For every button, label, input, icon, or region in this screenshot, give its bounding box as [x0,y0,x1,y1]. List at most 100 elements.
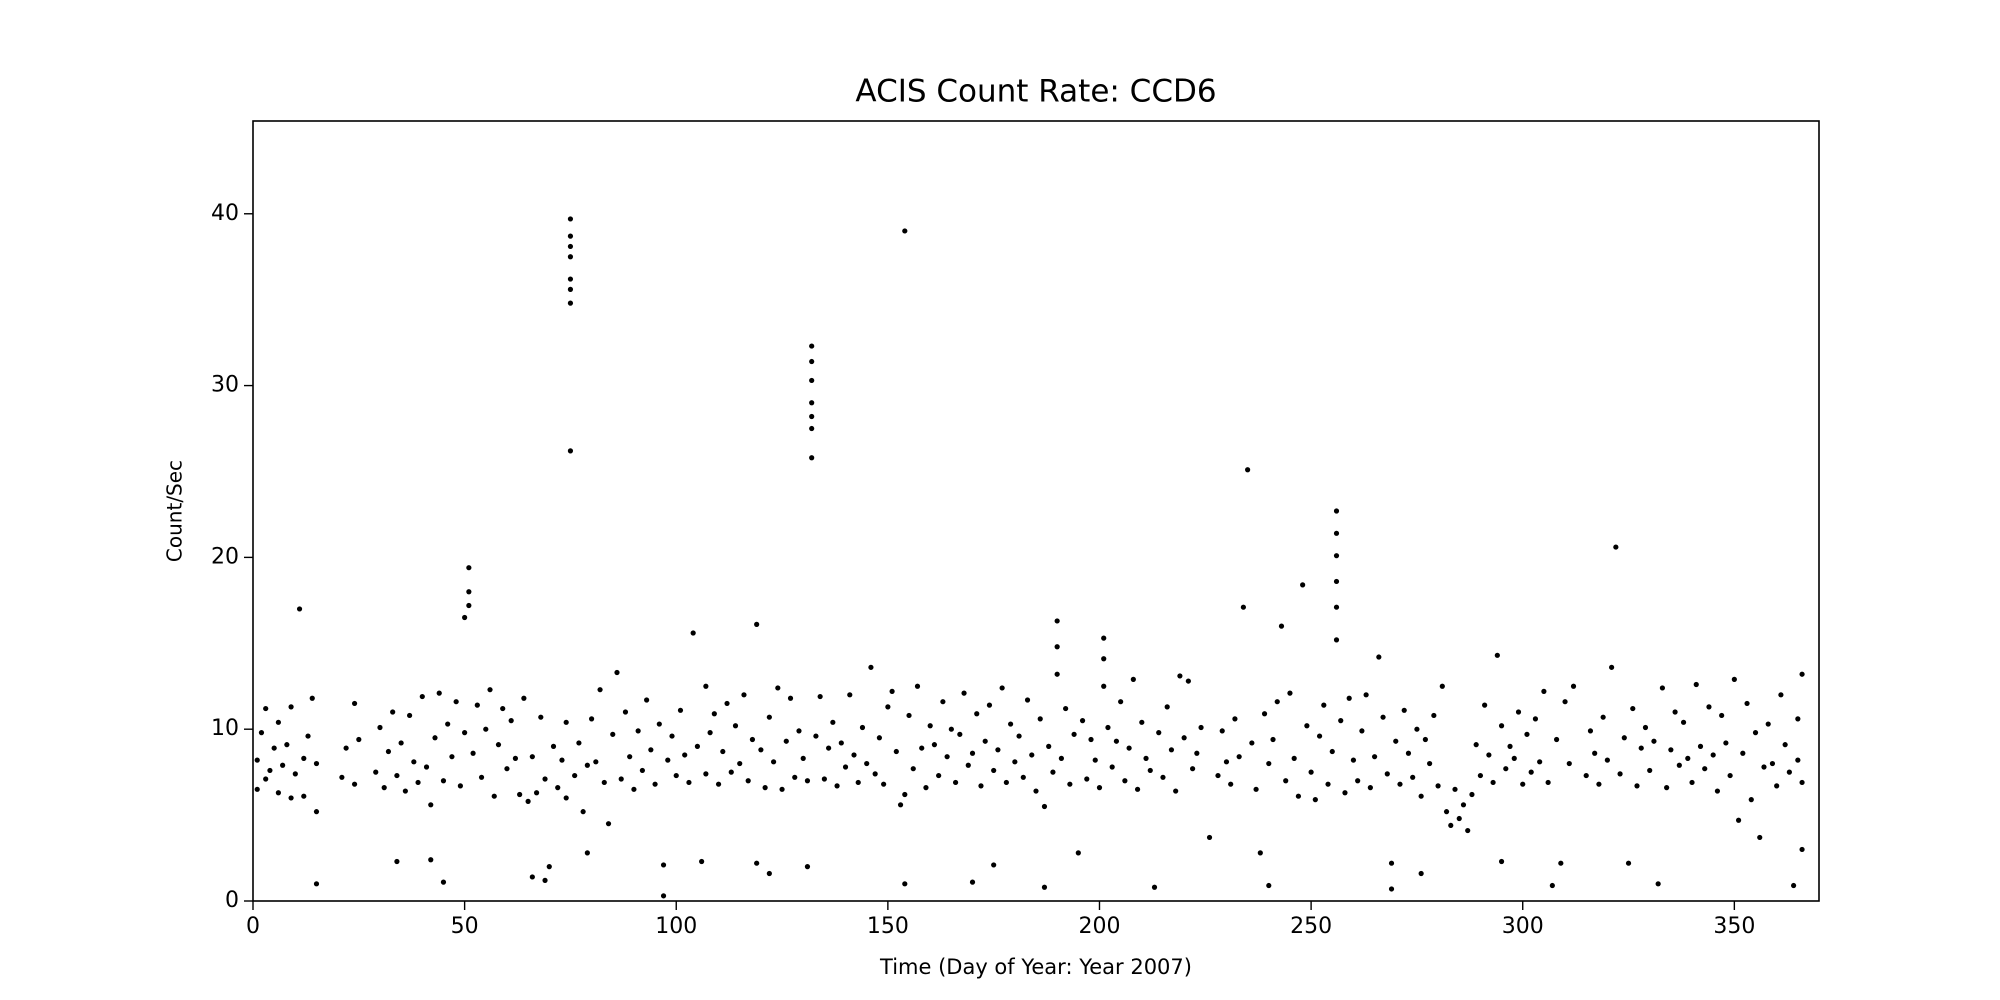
data-point [1545,779,1551,786]
data-point [1757,834,1763,841]
data-point [495,742,502,748]
data-point [635,728,641,734]
data-point [529,754,535,760]
data-point [572,772,578,779]
data-point [398,740,404,746]
data-point [301,755,307,762]
data-point [1587,728,1594,734]
data-point [1553,736,1560,743]
data-point [656,721,662,727]
data-point [1304,723,1310,729]
data-point [1668,747,1674,753]
data-point [313,809,320,815]
data-point [1245,467,1251,473]
data-point [1308,769,1314,775]
data-point [648,747,654,753]
data-point [673,772,679,779]
data-point [1160,774,1166,780]
data-point [436,690,442,696]
data-point [1041,803,1048,810]
data-point [631,786,637,792]
data-point [580,809,586,815]
data-point [402,788,408,794]
data-point [1236,754,1242,760]
data-point [296,606,303,612]
data-point [1329,748,1335,755]
data-point [474,702,480,708]
data-point [567,300,574,306]
data-point [1659,685,1665,691]
data-point [593,759,599,765]
data-point [1291,755,1297,762]
data-point [1105,724,1111,731]
data-point [927,723,933,729]
data-point [1096,785,1103,791]
data-point [284,742,290,748]
data-point [457,783,463,789]
data-point [1046,743,1052,749]
data-point [1363,692,1369,698]
data-point [423,764,430,770]
data-point [440,879,447,885]
data-point [373,769,379,775]
data-point [665,757,671,763]
data-point [720,748,726,755]
data-point [445,721,451,727]
data-point [1744,700,1750,707]
data-point [1448,822,1454,829]
data-point [1312,797,1318,803]
data-point [1033,788,1039,794]
data-point [724,700,730,707]
data-point [466,589,472,595]
data-point [267,767,273,774]
plot-points [254,216,1805,899]
data-point [982,738,988,744]
data-point [1647,767,1653,774]
data-point [1367,785,1373,791]
data-point [1113,738,1120,744]
data-point [1261,711,1268,717]
data-point [703,771,709,777]
data-point [902,791,908,798]
data-point [1769,760,1776,767]
data-point [864,760,870,767]
data-point [1397,781,1403,787]
data-point [1185,678,1191,684]
data-point [1300,582,1306,588]
data-point [1693,681,1699,688]
data-point [1549,882,1555,889]
data-point [1020,774,1026,780]
data-point [1393,738,1399,744]
data-point [1075,850,1081,856]
data-point [275,790,281,796]
data-point [563,719,569,725]
data-point [1054,618,1060,624]
data-point [1435,783,1441,789]
data-point [453,699,459,705]
data-point [991,862,997,868]
data-point [263,705,269,712]
data-point [605,821,612,827]
y-axis-label: Count/Sec [163,460,187,562]
data-point [1384,771,1390,777]
data-point [1799,779,1805,786]
data-point [1388,860,1395,866]
data-point [351,781,358,787]
data-point [491,793,497,799]
data-point [1795,757,1801,763]
data-point [1719,712,1725,719]
data-point [893,748,899,755]
data-point [741,692,747,698]
data-point [1333,530,1340,536]
data-point [525,798,531,804]
data-point [601,779,607,786]
data-point [1541,688,1547,694]
data-point [699,858,705,865]
data-point [931,742,938,748]
data-point [288,704,294,710]
data-point [1346,695,1352,701]
data-point [1122,778,1128,784]
data-point [576,740,582,746]
data-point [711,711,717,717]
data-point [1134,786,1141,792]
